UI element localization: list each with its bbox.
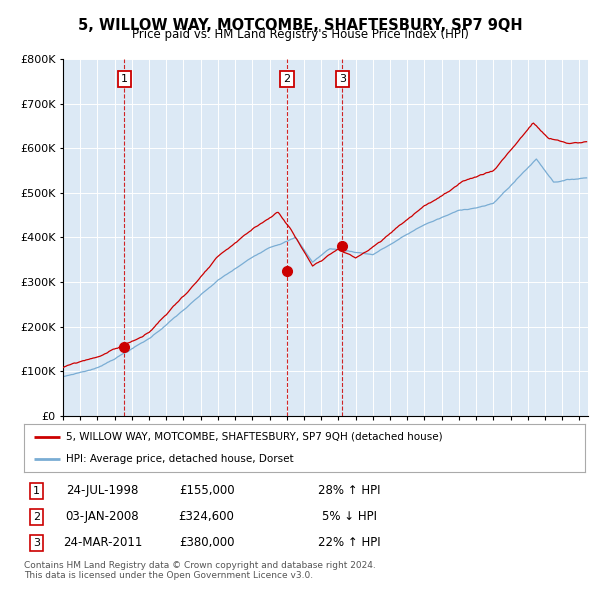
Text: Price paid vs. HM Land Registry's House Price Index (HPI): Price paid vs. HM Land Registry's House … [131, 28, 469, 41]
Text: 22% ↑ HPI: 22% ↑ HPI [318, 536, 380, 549]
Text: £155,000: £155,000 [179, 484, 235, 497]
Text: 2: 2 [33, 512, 40, 522]
Text: 2: 2 [283, 74, 290, 84]
Text: £324,600: £324,600 [179, 510, 235, 523]
Text: 3: 3 [339, 74, 346, 84]
Text: £380,000: £380,000 [179, 536, 235, 549]
Text: 24-JUL-1998: 24-JUL-1998 [67, 484, 139, 497]
Text: Contains HM Land Registry data © Crown copyright and database right 2024.: Contains HM Land Registry data © Crown c… [24, 561, 376, 570]
Text: This data is licensed under the Open Government Licence v3.0.: This data is licensed under the Open Gov… [24, 571, 313, 580]
Text: 5, WILLOW WAY, MOTCOMBE, SHAFTESBURY, SP7 9QH: 5, WILLOW WAY, MOTCOMBE, SHAFTESBURY, SP… [77, 18, 523, 32]
Text: 24-MAR-2011: 24-MAR-2011 [63, 536, 142, 549]
Text: 5% ↓ HPI: 5% ↓ HPI [322, 510, 377, 523]
Text: 1: 1 [121, 74, 128, 84]
Text: 03-JAN-2008: 03-JAN-2008 [66, 510, 139, 523]
Text: HPI: Average price, detached house, Dorset: HPI: Average price, detached house, Dors… [66, 454, 294, 464]
Text: 1: 1 [33, 486, 40, 496]
Text: 5, WILLOW WAY, MOTCOMBE, SHAFTESBURY, SP7 9QH (detached house): 5, WILLOW WAY, MOTCOMBE, SHAFTESBURY, SP… [66, 432, 443, 442]
Text: 3: 3 [33, 538, 40, 548]
Text: 28% ↑ HPI: 28% ↑ HPI [318, 484, 380, 497]
